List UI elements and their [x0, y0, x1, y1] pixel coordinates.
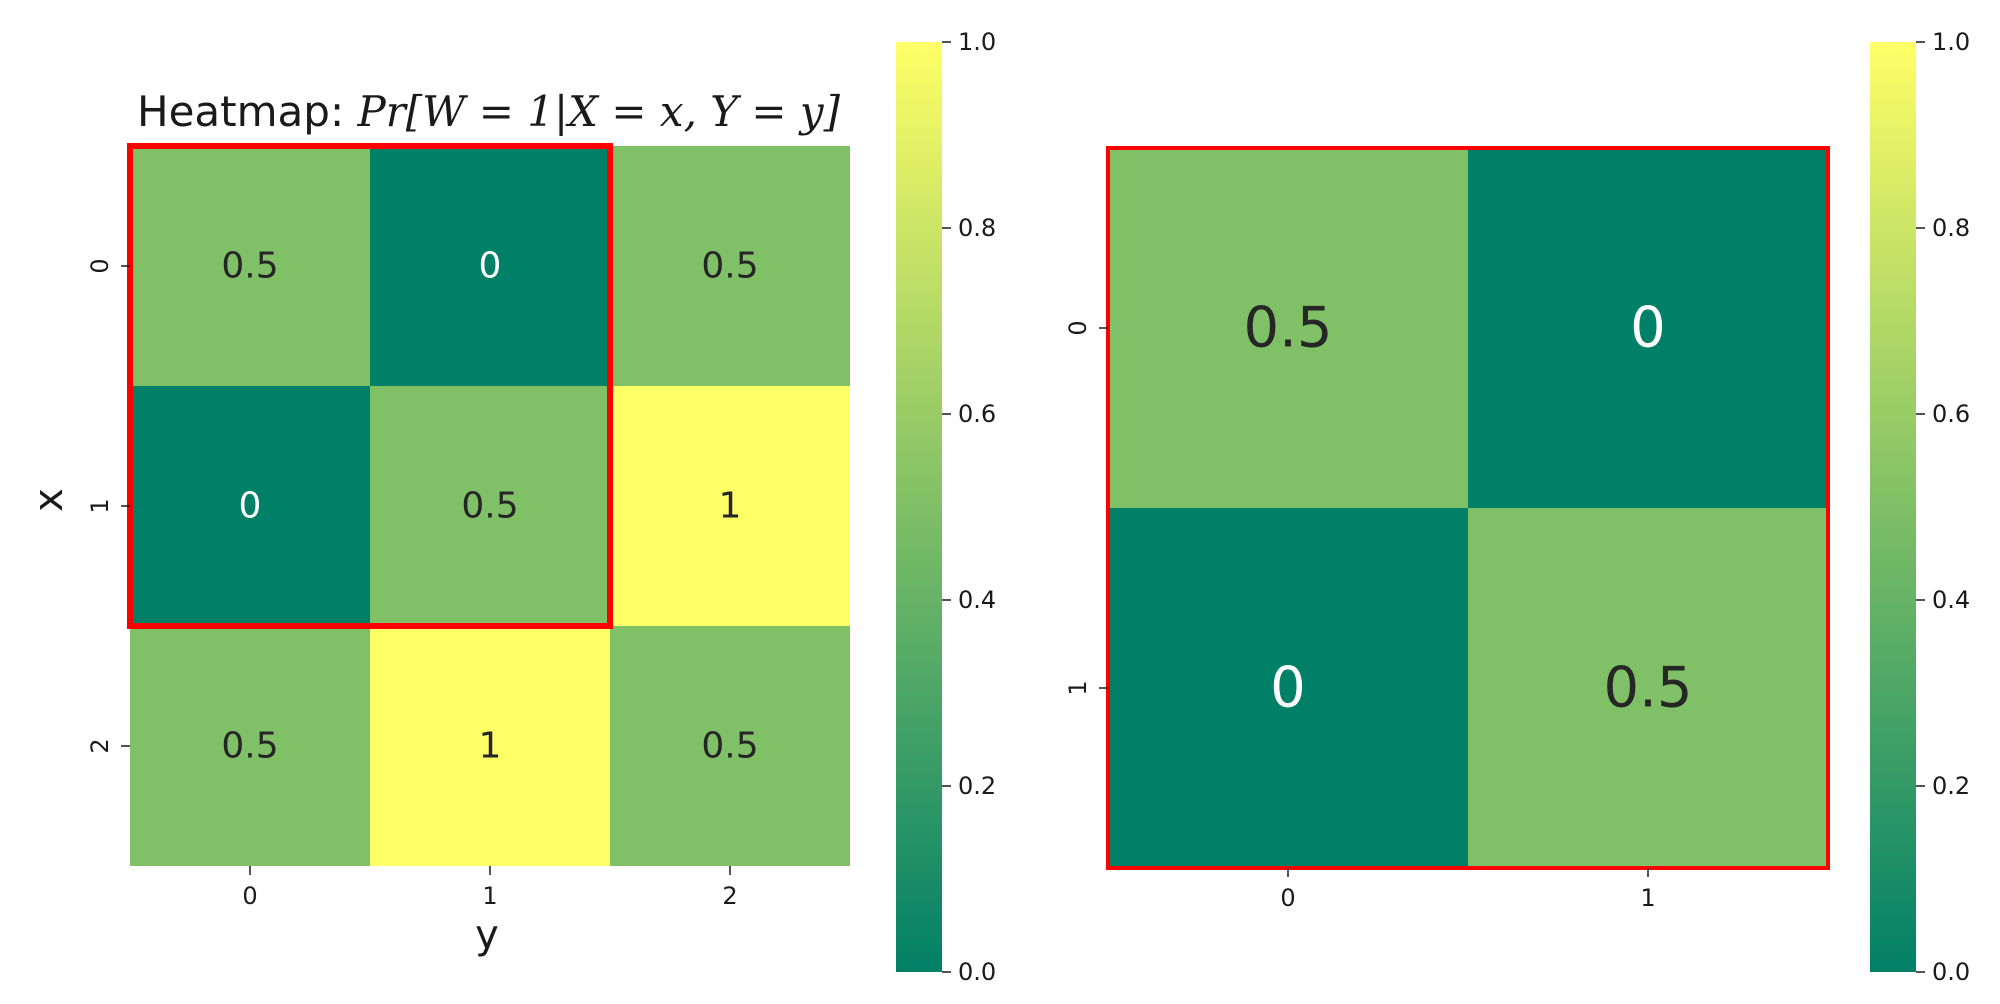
colorbar-tick-label: 0.4 [958, 586, 996, 614]
x-tick-label: 1 [1640, 884, 1655, 912]
heatmap-cell [1468, 508, 1828, 868]
heatmap-left-x-ticks: 0 1 2 [242, 866, 738, 910]
heatmap-cell [370, 146, 610, 386]
heatmap-left-cells: 0.5 0 0.5 0 0.5 1 0.5 1 0.5 [127, 143, 850, 866]
colorbar-tick-label: 0.8 [958, 214, 996, 242]
heatmap-cell-label: 0 [1630, 296, 1666, 361]
heatmap-right-y-ticks: 01 [1064, 320, 1108, 696]
colorbar-tick-label: 0.0 [958, 958, 996, 986]
heatmap-left-x-label: y [475, 912, 499, 958]
heatmap-cell-label: 0.5 [1243, 296, 1332, 361]
heatmap-cell-label: 0.5 [461, 486, 518, 527]
heatmap-cell-label: 0 [1270, 656, 1306, 721]
heatmap-cell-label: 0.5 [221, 726, 278, 767]
colorbar-tick-label: 0.2 [958, 772, 996, 800]
colorbar-left: 0.0 0.2 0.4 0.6 0.8 1.0 [896, 28, 996, 986]
colorbar-right: 0.0 0.2 0.4 0.6 0.8 1.0 [1870, 28, 1970, 986]
heatmap-cell [610, 626, 850, 866]
heatmap-cell-label: 0.5 [221, 246, 278, 287]
heatmap-cell [1468, 148, 1828, 508]
highlight-box [127, 143, 613, 629]
heatmap-cell-label: 0 [479, 246, 502, 287]
heatmap-left: Heatmap: Pr[W = 1|X = x, Y = y] 0.5 0 0.50… [26, 28, 996, 986]
y-tick-label: 0 [1064, 320, 1092, 335]
colorbar-tick-label: 1.0 [958, 28, 996, 56]
heatmap-cell-label: 0.5 [701, 726, 758, 767]
heatmap-right-cells: 0.5 0 0 0.5 [1106, 146, 1830, 870]
heatmap-left-title: Heatmap: Pr[W = 1|X = x, Y = y] [137, 87, 841, 136]
colorbar-tick-label: 0.6 [1932, 400, 1970, 428]
x-tick-label: 2 [722, 882, 737, 910]
y-tick-label: 1 [86, 498, 114, 513]
heatmap-cell [1108, 148, 1468, 508]
heatmap-cell [1108, 508, 1468, 868]
y-tick-label: 2 [86, 738, 114, 753]
x-tick-label: 0 [242, 882, 257, 910]
heatmap-left-y-label: x [26, 488, 72, 512]
colorbar-gradient [896, 42, 942, 972]
highlight-box [1106, 146, 1830, 870]
colorbar-tick-label: 0.6 [958, 400, 996, 428]
colorbar-tick-label: 0.8 [1932, 214, 1970, 242]
x-tick-label: 1 [482, 882, 497, 910]
heatmap-cell-label: 0 [239, 486, 262, 527]
y-tick-label: 1 [1064, 680, 1092, 695]
heatmap-cell [610, 146, 850, 386]
heatmap-cell [610, 386, 850, 626]
colorbar-tick-label: 0.0 [1932, 958, 1970, 986]
x-tick-label: 0 [1280, 884, 1295, 912]
colorbar-gradient [1870, 42, 1916, 972]
heatmap-cell [130, 146, 370, 386]
heatmap-cell-label: 1 [479, 726, 502, 767]
heatmap-cell-label: 0.5 [701, 246, 758, 287]
colorbar-tick-label: 0.2 [1932, 772, 1970, 800]
colorbar-tick-label: 0.4 [1932, 586, 1970, 614]
heatmap-cell [130, 626, 370, 866]
y-tick-label: 0 [86, 258, 114, 273]
title-math: Pr[W = 1|X = x, Y = y] [356, 87, 840, 136]
heatmap-cell-label: 0.5 [1603, 656, 1692, 721]
heatmap-cell [370, 626, 610, 866]
title-prefix: Heatmap: [137, 87, 357, 136]
heatmap-left-y-ticks: 0 1 2 [86, 258, 130, 754]
heatmap-cell [130, 386, 370, 626]
colorbar-tick-label: 1.0 [1932, 28, 1970, 56]
heatmap-cell-label: 1 [719, 486, 742, 527]
heatmap-cell [370, 386, 610, 626]
